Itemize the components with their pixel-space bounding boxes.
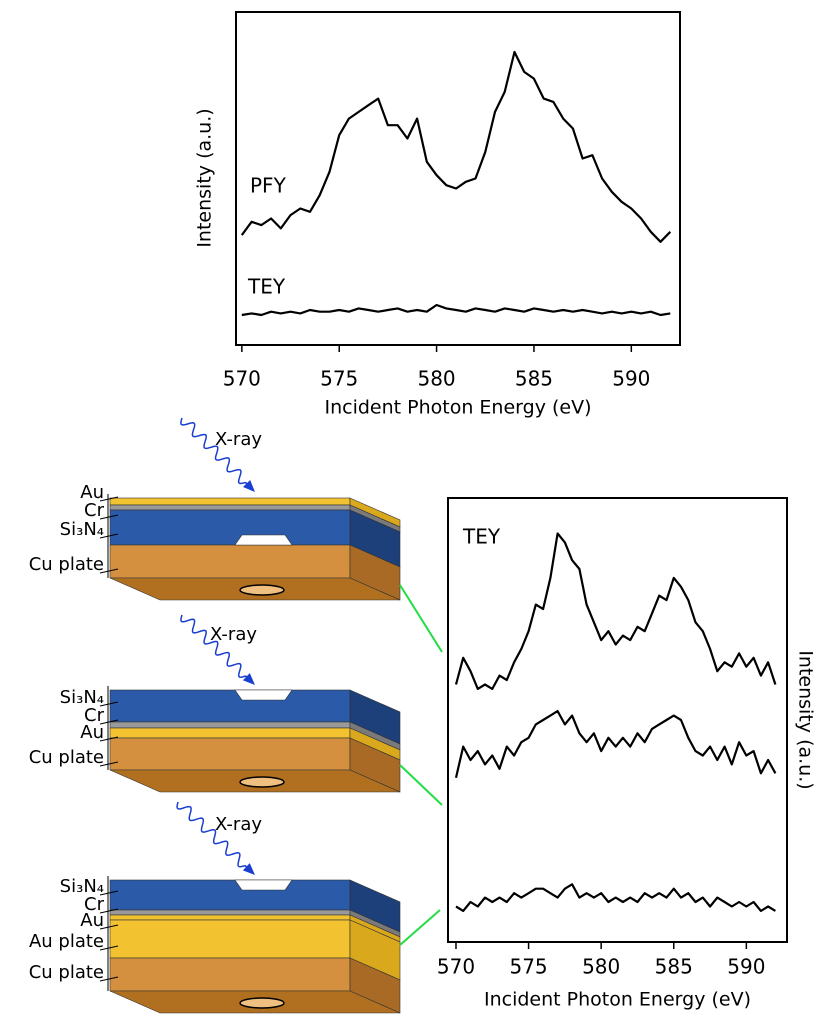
xray-arrowhead — [242, 863, 255, 875]
x-tick-label: 575 — [509, 955, 547, 979]
notch — [234, 534, 293, 546]
x-tick-label: 590 — [612, 367, 650, 391]
bracket-tick — [99, 533, 119, 539]
layer — [109, 509, 351, 546]
series-line — [454, 710, 777, 778]
layer-label: Si₃N₄ — [60, 687, 104, 708]
connector — [399, 909, 441, 946]
layer-label: Cr — [84, 894, 105, 915]
layer-label: Cu plate — [29, 962, 104, 983]
hole — [239, 776, 285, 788]
layer-label: Au — [80, 482, 104, 503]
layer — [109, 957, 351, 992]
layer — [109, 914, 351, 921]
layer-label: Cu plate — [29, 554, 104, 575]
series-line — [454, 532, 777, 690]
x-tick-label: 585 — [655, 955, 693, 979]
bracket-tick — [99, 736, 119, 742]
layer-label: Au — [80, 910, 104, 931]
xray-wave — [176, 801, 252, 872]
series-label: PFY — [250, 174, 287, 198]
layer — [109, 909, 351, 916]
layer-label: Cr — [84, 500, 105, 521]
hole — [239, 584, 285, 596]
bracket-tick — [99, 908, 119, 914]
layer-label: Cr — [84, 705, 105, 726]
x-tick-label: 590 — [727, 955, 765, 979]
hole — [239, 997, 285, 1009]
layer — [109, 544, 351, 579]
xray-wave — [180, 614, 252, 683]
connector — [399, 764, 443, 806]
layer-label: Si₃N₄ — [60, 876, 104, 897]
xray-arrowhead — [243, 479, 255, 492]
x-axis-label: Incident Photon Energy (eV) — [484, 989, 751, 1011]
bracket-tick — [99, 701, 119, 707]
xray-arrowhead — [242, 673, 255, 685]
bracket-tick — [99, 719, 119, 725]
layer — [109, 879, 351, 911]
layer-label: Au plate — [29, 931, 104, 952]
bracket-tick — [99, 890, 119, 896]
layer — [109, 504, 351, 511]
layer — [109, 689, 351, 723]
series-line — [455, 883, 776, 912]
layer-label: Au — [80, 722, 104, 743]
y-axis-label: Intensity (a.u.) — [795, 650, 817, 789]
plot-frame — [235, 11, 681, 346]
layer — [109, 721, 351, 729]
layer — [109, 919, 351, 959]
layer — [109, 727, 351, 739]
x-tick-label: 570 — [223, 367, 261, 391]
x-tick-label: 570 — [437, 955, 475, 979]
bracket-tick — [99, 976, 119, 982]
x-axis-label: Incident Photon Energy (eV) — [324, 397, 591, 419]
bracket-tick — [99, 514, 119, 520]
xray-wave — [180, 417, 252, 489]
plot-frame — [447, 497, 788, 943]
annotation: TEY — [462, 525, 501, 549]
xray-label: X-ray — [215, 429, 262, 450]
xray-label: X-ray — [215, 814, 262, 835]
x-tick-label: 580 — [417, 367, 455, 391]
series-label: TEY — [247, 275, 286, 299]
layer — [109, 737, 351, 771]
notch — [234, 879, 293, 891]
x-tick-label: 580 — [582, 955, 620, 979]
bracket-tick — [99, 568, 119, 574]
y-axis-label: Intensity (a.u.) — [194, 108, 216, 247]
bracket-tick — [99, 945, 119, 951]
connector — [399, 584, 443, 653]
x-tick-label: 585 — [515, 367, 553, 391]
layer — [109, 497, 351, 506]
layer-label: Si₃N₄ — [60, 519, 104, 540]
xray-label: X-ray — [210, 624, 257, 645]
bracket-tick — [99, 924, 119, 930]
layer-label: Cu plate — [29, 747, 104, 768]
x-tick-label: 575 — [320, 367, 358, 391]
series-line — [240, 50, 672, 243]
bracket-tick — [99, 496, 119, 502]
notch — [234, 689, 293, 701]
bracket-tick — [99, 761, 119, 767]
series-line — [241, 303, 671, 317]
